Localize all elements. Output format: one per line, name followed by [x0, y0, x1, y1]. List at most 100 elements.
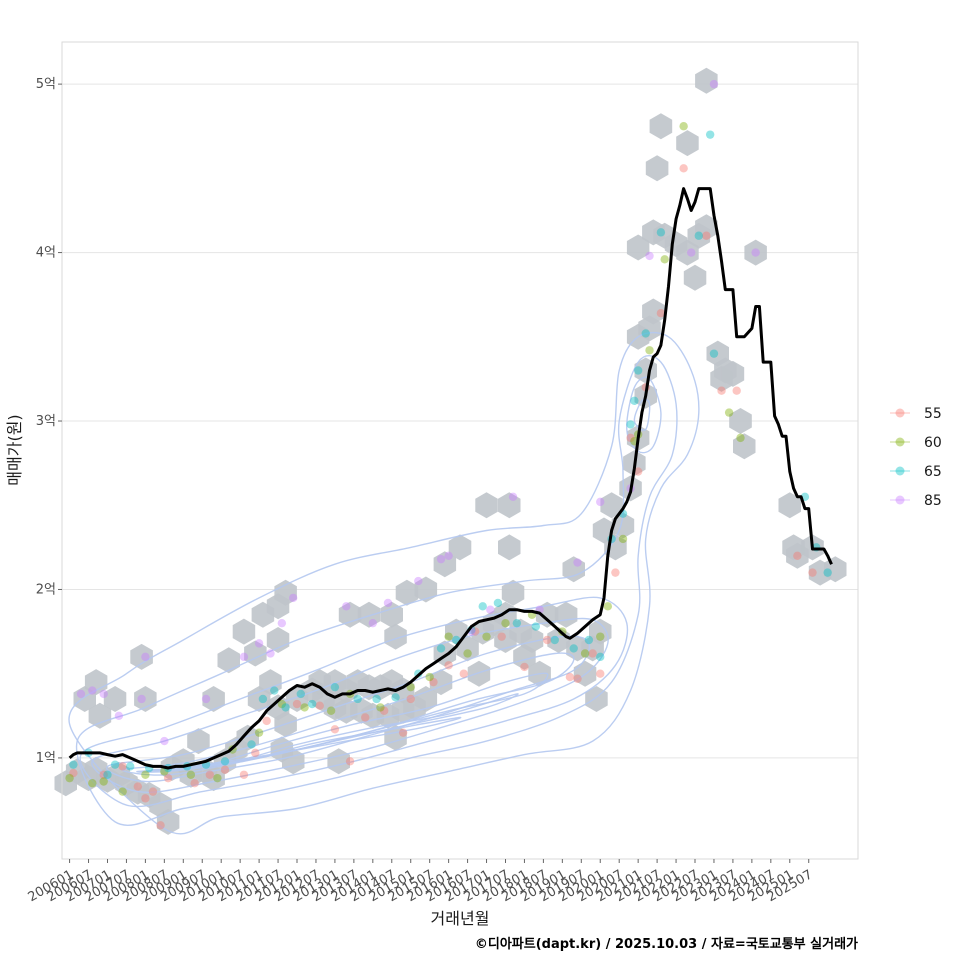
- grid: [62, 83, 858, 759]
- density-contour: [633, 398, 651, 431]
- data-point-85: [254, 639, 264, 648]
- data-point-55: [361, 713, 370, 722]
- data-point-60: [213, 773, 222, 783]
- hexbin-cell: [676, 130, 699, 157]
- data-point-60: [425, 672, 434, 682]
- data-point-85: [88, 686, 97, 695]
- hexbin-cell: [626, 234, 650, 261]
- y-axis-title: 매매가(원): [5, 414, 24, 485]
- hexbin-cell: [744, 239, 767, 266]
- data-point-55: [190, 778, 199, 788]
- data-point-55: [611, 568, 620, 577]
- hexbin-cell: [187, 728, 210, 755]
- data-point-60: [186, 770, 196, 779]
- hexbin-cell: [676, 239, 699, 266]
- data-point-85: [137, 694, 146, 704]
- data-point-55: [520, 662, 529, 672]
- data-point-85: [289, 593, 298, 603]
- data-point-60: [736, 433, 745, 443]
- hexbin-cell: [338, 601, 362, 628]
- data-point-65: [569, 644, 578, 653]
- legend: 55 60 65 85: [890, 406, 942, 509]
- data-point-55: [141, 794, 150, 803]
- hexbin-cell: [384, 623, 407, 650]
- data-point-85: [444, 551, 453, 560]
- data-point-65: [694, 231, 703, 240]
- data-point-55: [156, 821, 165, 830]
- data-point-60: [300, 703, 309, 712]
- data-point-85: [414, 576, 423, 586]
- data-point-60: [660, 255, 669, 264]
- data-point-65: [630, 396, 639, 406]
- data-point-55: [429, 677, 438, 687]
- panel-border: [61, 41, 859, 860]
- data-point-60: [141, 770, 150, 779]
- data-point-60: [376, 703, 385, 712]
- hexbin-cell: [84, 669, 108, 696]
- hexbin-cell: [695, 214, 718, 241]
- data-point-65: [512, 618, 522, 628]
- density-contour: [91, 617, 609, 793]
- data-point-55: [239, 770, 249, 779]
- data-point-85: [751, 248, 760, 257]
- data-point-55: [220, 765, 230, 774]
- hexbin-cell: [475, 492, 498, 519]
- data-point-60: [596, 632, 605, 641]
- hexbin-cell: [130, 643, 153, 670]
- density-contour: [105, 635, 591, 783]
- data-point-65: [705, 130, 715, 139]
- density-contour: [79, 596, 629, 808]
- data-point-65: [823, 568, 832, 577]
- data-point-55: [702, 231, 711, 240]
- data-point-65: [247, 740, 256, 749]
- data-point-60: [277, 699, 287, 709]
- hexbin-cell: [259, 669, 282, 696]
- data-point-55: [406, 694, 415, 704]
- density-contour: [626, 376, 662, 454]
- legend-key-55: [895, 408, 905, 418]
- hexbin-cell: [232, 618, 256, 645]
- data-point-85: [596, 497, 605, 507]
- data-point-65: [584, 635, 594, 645]
- data-point-85: [99, 689, 108, 699]
- hexbin-cell: [695, 67, 718, 94]
- data-point-65: [493, 598, 503, 608]
- data-point-55: [315, 701, 324, 710]
- data-point-55: [633, 467, 643, 476]
- data-point-65: [531, 622, 541, 631]
- data-point-55: [497, 632, 506, 641]
- median-price-line: [68, 187, 833, 770]
- data-point-65: [220, 757, 230, 766]
- data-point-55: [444, 661, 453, 670]
- data-point-55: [251, 748, 260, 758]
- median-line-layer: [68, 187, 833, 770]
- contour-layer: [68, 331, 700, 835]
- data-point-65: [258, 694, 268, 704]
- data-point-65: [353, 694, 362, 704]
- data-point-60: [118, 787, 127, 796]
- data-point-55: [459, 669, 468, 678]
- data-point-65: [641, 329, 650, 338]
- hexbin-cell: [73, 686, 96, 712]
- hexbin-cell: [501, 579, 525, 606]
- hexbin-cell: [721, 360, 745, 387]
- legend-key-65: [895, 466, 905, 476]
- data-point-85: [266, 649, 275, 658]
- data-point-55: [470, 627, 480, 636]
- data-point-65: [126, 762, 135, 771]
- hexbin-cell: [236, 724, 259, 751]
- data-point-60: [88, 778, 97, 788]
- data-point-85: [573, 558, 582, 567]
- hexbin-cell: [103, 686, 127, 712]
- data-point-65: [69, 760, 78, 769]
- legend-key-85: [895, 495, 905, 505]
- hexbin-cell: [217, 647, 240, 674]
- data-point-55: [133, 782, 143, 791]
- hexbin-cell: [611, 512, 635, 539]
- hexbin-cell: [642, 298, 665, 325]
- data-point-65: [110, 760, 120, 769]
- hexbin-cell: [467, 660, 491, 687]
- legend-label: 55: [924, 406, 942, 422]
- caption: ©디아파트(dapt.kr) / 2025.10.03 / 자료=국토교통부 실…: [475, 936, 858, 952]
- data-point-55: [588, 649, 597, 658]
